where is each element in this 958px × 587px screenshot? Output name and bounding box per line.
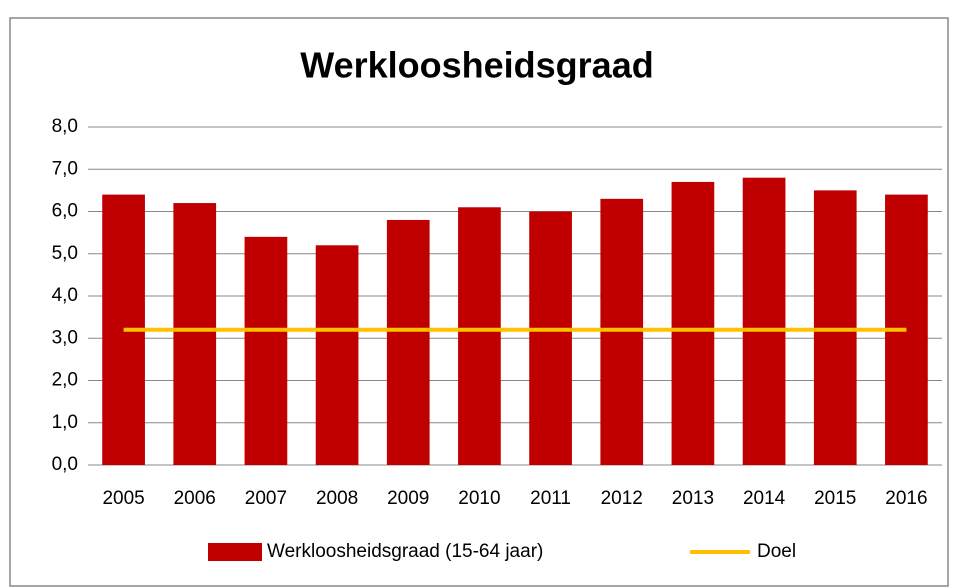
legend-label: Werkloosheidsgraad (15-64 jaar) [267,541,543,562]
y-tick-label: 4,0 [52,285,78,306]
y-tick-label: 6,0 [52,201,78,222]
x-tick-label: 2006 [174,488,216,509]
x-tick-label: 2009 [387,488,429,509]
y-tick-label: 2,0 [52,370,78,391]
legend-swatch [208,543,262,561]
bar [529,211,572,465]
bar [173,203,217,466]
y-tick-label: 8,0 [52,116,78,137]
bar [813,190,857,465]
y-tick-label: 0,0 [52,454,78,475]
x-tick-label: 2005 [102,488,144,509]
bar [458,207,501,465]
x-tick-label: 2014 [743,488,786,509]
x-tick-label: 2007 [245,488,287,509]
chart-title: Werkloosheidsgraad [300,45,653,86]
x-tick-label: 2016 [885,488,927,509]
x-tick-label: 2010 [458,488,500,509]
y-tick-label: 1,0 [52,412,78,433]
bar [244,236,288,465]
x-tick-label: 2008 [316,488,358,509]
bar [386,219,430,465]
bar [742,177,786,465]
y-tick-label: 3,0 [52,327,78,348]
bar [600,198,644,465]
y-tick-label: 5,0 [52,243,78,264]
x-tick-label: 2013 [672,488,714,509]
bar [671,181,715,466]
bar [315,245,359,465]
x-tick-label: 2015 [814,488,856,509]
y-tick-label: 7,0 [52,158,78,179]
x-tick-label: 2011 [530,488,571,509]
legend-label: Doel [757,541,796,562]
x-tick-label: 2012 [601,488,643,509]
